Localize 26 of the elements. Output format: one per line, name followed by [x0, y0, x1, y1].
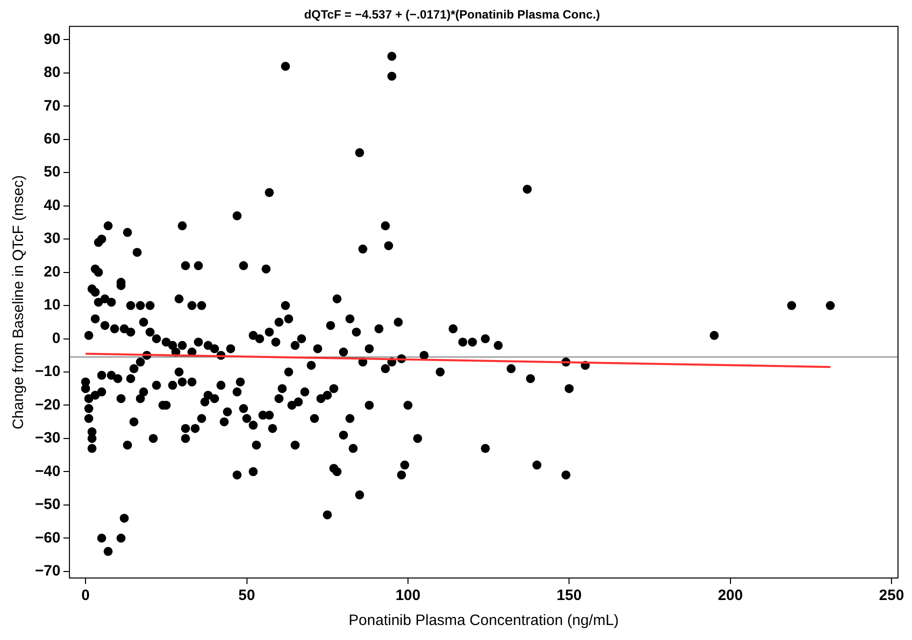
x-tick-label: 200	[718, 587, 743, 604]
y-tick-label: −70	[34, 562, 60, 580]
y-tick-label: 0	[52, 330, 60, 347]
x-tick-label: 250	[879, 587, 904, 604]
x-tick-label: 0	[81, 587, 90, 604]
y-tick-label: 30	[44, 230, 60, 248]
y-tick-label: −20	[34, 396, 60, 414]
chart-title: dQTcF = −4.537 + (−.0171)*(Ponatinib Plasma Conc.)	[304, 8, 600, 22]
y-tick-label: 80	[44, 64, 60, 82]
y-tick-label: 20	[44, 263, 60, 280]
x-tick-label: 150	[556, 587, 582, 604]
y-tick-label: 90	[44, 30, 60, 48]
y-tick-label: 10	[44, 296, 60, 314]
y-tick-label: −30	[34, 430, 60, 447]
x-axis-title: Ponatinib Plasma Concentration (ng/mL)	[348, 612, 619, 630]
y-axis-title: Change from Baseline in QTcF (msec)	[10, 175, 28, 430]
y-tick-label: 50	[44, 164, 60, 181]
y-tick-label: −60	[34, 529, 60, 546]
y-tick-label: −50	[34, 496, 60, 514]
y-tick-label: 60	[44, 130, 60, 148]
y-tick-label: 70	[44, 97, 60, 114]
y-tick-label: 40	[44, 196, 60, 214]
x-tick-label: 100	[395, 587, 420, 604]
y-tick-label: −40	[34, 462, 60, 480]
x-tick-label: 50	[238, 587, 256, 604]
y-tick-label: −10	[34, 363, 60, 380]
